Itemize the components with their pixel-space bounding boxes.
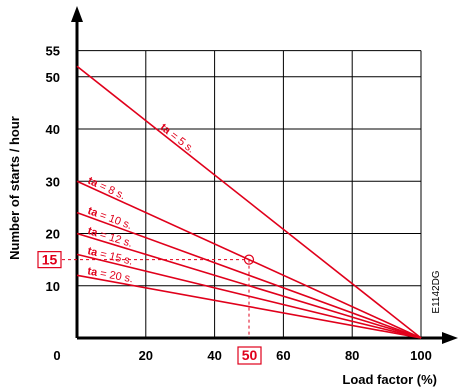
y-axis-arrow [71, 6, 83, 22]
series-label: ta = 5 s. [158, 121, 197, 155]
x-tick-label: 40 [207, 348, 221, 363]
x-tick-label: 60 [276, 348, 290, 363]
axes [71, 6, 458, 344]
y-tick-label: 10 [46, 279, 60, 294]
y-tick-label: 20 [46, 227, 60, 242]
reference-code: E1142DG [431, 270, 442, 313]
highlight-marker [243, 254, 255, 265]
x-tick-label: 80 [345, 348, 359, 363]
grid [77, 50, 422, 338]
y-tick-label: 55 [46, 44, 60, 59]
y-tick-label: 50 [46, 70, 60, 85]
series-label-suffix: = 8 s. [95, 179, 128, 202]
series-label: ta = 20 s. [86, 265, 134, 285]
highlight-y-box [37, 251, 62, 269]
x-tick-label: 0 [53, 348, 60, 363]
y-tick-label: 40 [46, 122, 60, 137]
highlight-y-value: 15 [42, 252, 58, 268]
series-label-prefix: ta [86, 245, 99, 259]
highlight-x-box [237, 346, 262, 365]
axis-titles: Load factor (%) Number of starts / hour … [7, 116, 442, 387]
y-axis-title: Number of starts / hour [7, 116, 22, 260]
y-tick-label: 30 [46, 174, 60, 189]
series-line [76, 274, 422, 339]
series-label-suffix: = 15 s. [96, 247, 134, 267]
series-label-prefix: ta [86, 225, 100, 240]
highlight-x-value: 50 [242, 347, 258, 363]
series-label-prefix: ta [86, 265, 99, 279]
x-tick-label: 20 [139, 348, 153, 363]
series-line [76, 65, 422, 339]
series-label-suffix: = 5 s. [165, 128, 196, 156]
x-axis-arrow [442, 332, 458, 344]
x-axis-title: Load factor (%) [342, 372, 437, 387]
x-tick-label: 100 [410, 348, 432, 363]
tick-labels: 0 20 40 60 80 100 10 20 30 40 50 55 [46, 44, 432, 363]
series-line [76, 211, 422, 339]
